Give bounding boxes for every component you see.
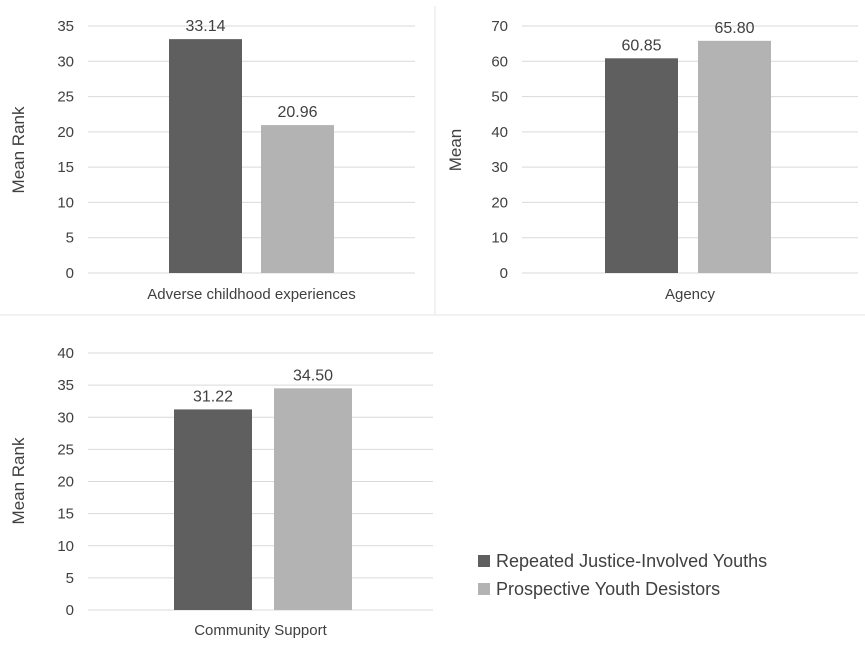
y-tick-label: 15	[57, 159, 74, 176]
y-tick-label: 0	[66, 602, 74, 619]
data-label: 60.85	[621, 37, 661, 54]
data-label: 34.50	[293, 367, 333, 384]
bar-repeated	[169, 39, 242, 274]
y-axis-label: Mean	[446, 129, 465, 172]
chart-community-support: 0 5 10 15 20 25 30 35 40 Mean Rank 31.22 34.50 Commu…	[9, 345, 433, 639]
y-tick-label: 35	[57, 377, 74, 394]
y-axis-label: Mean Rank	[9, 437, 28, 524]
legend-label-repeated: Repeated Justice-Involved Youths	[496, 550, 768, 571]
bar-prospective	[274, 388, 352, 610]
y-tick-label: 50	[491, 89, 508, 106]
legend-item-prospective: Prospective Youth Desistors	[478, 576, 767, 602]
y-tick-label: 20	[491, 194, 508, 211]
y-tick-label: 30	[57, 409, 74, 426]
y-tick-label: 60	[491, 53, 508, 70]
category-label: Community Support	[194, 622, 327, 639]
y-tick-label: 10	[57, 538, 74, 555]
bar-repeated	[174, 409, 252, 610]
y-tick-label: 20	[57, 124, 74, 141]
y-tick-label: 0	[66, 265, 74, 282]
y-tick-label: 25	[57, 89, 74, 106]
legend-swatch-prospective	[478, 583, 490, 595]
bar-prospective	[698, 40, 771, 273]
y-tick-label: 25	[57, 441, 74, 458]
category-label: Agency	[665, 286, 716, 303]
y-tick-label: 10	[491, 230, 508, 247]
y-tick-label: 40	[57, 345, 74, 362]
data-label: 31.22	[193, 388, 233, 405]
legend-item-repeated: Repeated Justice-Involved Youths	[478, 548, 767, 574]
bar-prospective	[261, 125, 334, 274]
y-tick-label: 30	[491, 159, 508, 176]
y-axis-label: Mean Rank	[9, 106, 28, 193]
chart-adverse-childhood-experiences: 0 5 10 15 20 25 30 35 Mean Rank 33.14 20.96 Adverse…	[9, 18, 415, 303]
bar-repeated	[605, 58, 678, 273]
legend-swatch-repeated	[478, 555, 490, 567]
data-label: 33.14	[185, 18, 225, 35]
y-tick-label: 5	[66, 570, 74, 587]
chart-agency: 0 10 20 30 40 50 60 70 Mean 60.85 65.80 Agency	[446, 18, 858, 303]
y-tick-label: 70	[491, 18, 508, 35]
legend-label-prospective: Prospective Youth Desistors	[496, 578, 721, 599]
y-tick-label: 0	[500, 265, 508, 282]
y-tick-label: 5	[66, 230, 74, 247]
y-tick-label: 35	[57, 18, 74, 35]
y-tick-label: 10	[57, 194, 74, 211]
y-tick-label: 20	[57, 474, 74, 491]
category-label: Adverse childhood experiences	[147, 286, 355, 303]
data-label: 65.80	[714, 20, 754, 37]
y-tick-label: 30	[57, 53, 74, 70]
y-tick-label: 40	[491, 124, 508, 141]
legend: Repeated Justice-Involved Youths Prospec…	[478, 548, 767, 604]
y-tick-label: 15	[57, 506, 74, 523]
data-label: 20.96	[277, 104, 317, 121]
